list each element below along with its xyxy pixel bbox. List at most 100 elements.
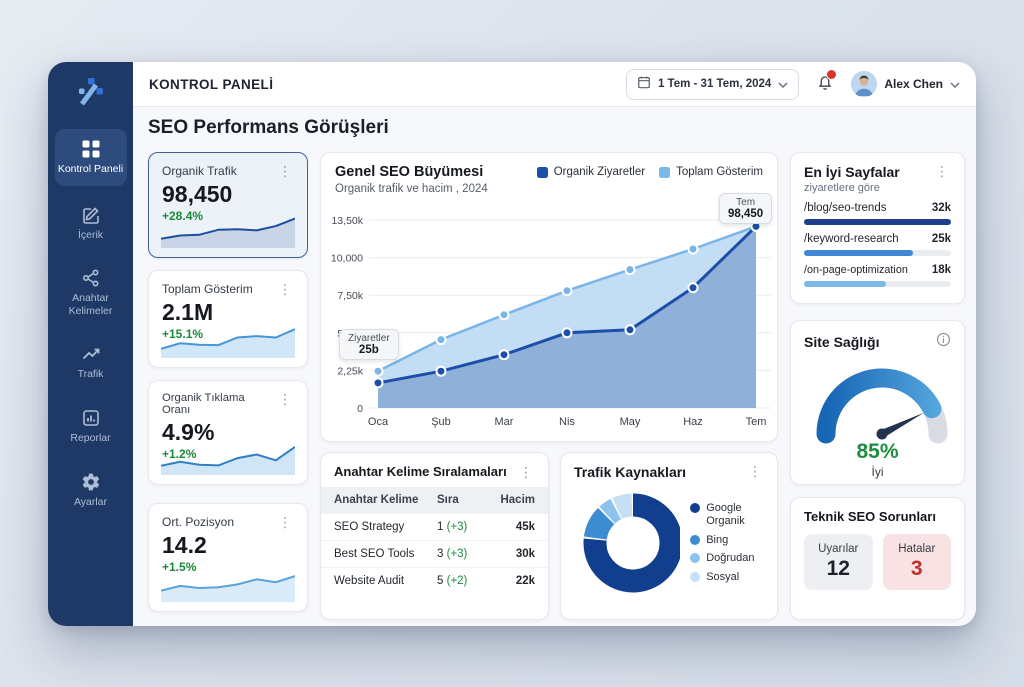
chart-tooltip-ziyaretler: Ziyaretler 25b bbox=[339, 329, 399, 360]
legend-item-dogrudan[interactable]: Doğrudan bbox=[690, 552, 764, 565]
bar-fill bbox=[804, 219, 951, 225]
notifications-button[interactable] bbox=[815, 68, 838, 97]
page-visits: 25k bbox=[931, 233, 951, 245]
chevron-down-icon bbox=[778, 75, 788, 93]
chart-legend: Organik Ziyaretler Toplam Gösterim bbox=[536, 164, 763, 178]
bar-track bbox=[804, 281, 951, 287]
legend-label: Organik Ziyaretler bbox=[553, 166, 646, 178]
card-subtitle: ziyaretlere göre bbox=[804, 182, 880, 194]
trend-icon bbox=[81, 344, 101, 364]
stat-card-ort-pozisyon[interactable]: Ort. Pozisyon ⋮ 14.2 +1.5% bbox=[148, 503, 308, 612]
brand-logo bbox=[73, 75, 109, 111]
stat-card-toplam-gosterim[interactable]: Toplam Gösterim ⋮ 2.1M +15.1% bbox=[148, 270, 308, 368]
table-row: SEO Strategy 1 (+3) 45k bbox=[321, 513, 548, 540]
legend-item-google-organik[interactable]: Google Organik bbox=[690, 502, 764, 527]
stat-title: Ort. Pozisyon bbox=[162, 515, 235, 529]
data-point-organik[interactable] bbox=[372, 377, 384, 389]
chart-tooltip-tem: Tem 98,450 bbox=[719, 193, 773, 224]
legend-label: Bing bbox=[706, 533, 729, 546]
donut-slice-Google Organik[interactable] bbox=[583, 493, 681, 593]
dashboard-grid-icon bbox=[81, 139, 101, 159]
volume-cell: 22k bbox=[515, 575, 535, 587]
sidebar-item-trafik[interactable]: Trafik bbox=[52, 336, 130, 389]
user-menu[interactable]: Alex Chen bbox=[851, 71, 960, 97]
errors-box[interactable]: Hatalar 3 bbox=[882, 534, 951, 590]
legend-label: Doğrudan bbox=[706, 552, 755, 565]
app-window: Kontrol Paneli İçerik Anahtar Kelimeler bbox=[48, 62, 976, 626]
page-link[interactable]: /on-page-optimization bbox=[804, 264, 908, 276]
legend-label: Sosyal bbox=[706, 570, 740, 583]
legend-item-toplam-gosterim[interactable]: Toplam Gösterim bbox=[659, 166, 763, 178]
bar-track bbox=[804, 250, 951, 256]
sidebar-item-anahtar-kelimeler[interactable]: Anahtar Kelimeler bbox=[52, 260, 130, 325]
kebab-menu-icon[interactable]: ⋮ bbox=[278, 391, 292, 407]
kebab-menu-icon[interactable]: ⋮ bbox=[935, 163, 949, 179]
technical-issues-card: Teknik SEO Sorunları Uyarılar 12 Hatalar… bbox=[790, 497, 965, 620]
svg-text:13,50k: 13,50k bbox=[331, 215, 363, 227]
tooltip-label: Tem bbox=[736, 197, 756, 208]
rank-cell: 1 bbox=[437, 521, 444, 533]
user-name: Alex Chen bbox=[884, 77, 943, 91]
data-point-toplam[interactable] bbox=[624, 264, 636, 276]
kebab-menu-icon[interactable]: ⋮ bbox=[748, 463, 762, 479]
warnings-label: Uyarılar bbox=[818, 543, 859, 555]
stat-value: 14.2 bbox=[162, 532, 207, 558]
tooltip-label: Ziyaretler bbox=[348, 333, 390, 344]
health-score: 85% bbox=[856, 440, 899, 463]
kebab-menu-icon[interactable]: ⋮ bbox=[278, 281, 292, 297]
sidebar-item-reporlar[interactable]: Reporlar bbox=[52, 400, 130, 453]
seo-growth-chart: 02,25k5,00k7,50k10,00013,50kOcaŞubMarNis… bbox=[331, 215, 771, 428]
tooltip-value: 25b bbox=[358, 344, 379, 356]
sparkline-chart bbox=[161, 575, 295, 602]
data-point-organik[interactable] bbox=[561, 327, 573, 339]
card-title: Site Sağlığı bbox=[804, 334, 880, 350]
main-chart-card: 02,25k5,00k7,50k10,00013,50kOcaŞubMarNis… bbox=[320, 152, 778, 442]
health-status: İyi bbox=[871, 465, 884, 479]
kebab-menu-icon[interactable]: ⋮ bbox=[278, 163, 292, 179]
warnings-count: 12 bbox=[826, 557, 850, 580]
data-point-toplam[interactable] bbox=[372, 365, 384, 377]
sidebar-item-kontrol-paneli[interactable]: Kontrol Paneli bbox=[54, 129, 127, 186]
svg-text:2,25k: 2,25k bbox=[337, 365, 363, 377]
card-title: En İyi Sayfalar bbox=[804, 164, 900, 180]
stat-card-organik-trafik[interactable]: Organik Trafik ⋮ 98,450 +28.4% bbox=[148, 152, 308, 258]
stat-title: Organik Trafik bbox=[162, 164, 237, 178]
sidebar-item-label: Trafik bbox=[77, 368, 104, 381]
data-point-organik[interactable] bbox=[687, 282, 699, 294]
column-header: Hacim bbox=[500, 494, 535, 506]
data-point-toplam[interactable] bbox=[687, 243, 699, 255]
site-health-gauge bbox=[816, 368, 948, 444]
data-point-organik[interactable] bbox=[624, 324, 636, 336]
info-icon[interactable] bbox=[936, 332, 951, 352]
data-point-toplam[interactable] bbox=[435, 334, 447, 346]
legend-swatch bbox=[536, 166, 548, 178]
svg-text:Tem: Tem bbox=[746, 416, 767, 428]
page-link[interactable]: /blog/seo-trends bbox=[804, 202, 887, 214]
header-title: KONTROL PANELİ bbox=[149, 76, 274, 92]
legend-item-bing[interactable]: Bing bbox=[690, 534, 764, 547]
date-range-picker[interactable]: 1 Tem - 31 Tem, 2024 bbox=[625, 68, 800, 100]
kebab-menu-icon[interactable]: ⋮ bbox=[278, 514, 292, 530]
page-link[interactable]: /keyword-research bbox=[804, 233, 899, 245]
data-point-organik[interactable] bbox=[435, 365, 447, 377]
sidebar-item-ayarlar[interactable]: Ayarlar bbox=[52, 464, 130, 517]
date-range-label: 1 Tem - 31 Tem, 2024 bbox=[657, 78, 772, 90]
donut-legend: Google Organik Bing Doğrudan Sosyal bbox=[690, 502, 764, 583]
kebab-menu-icon[interactable]: ⋮ bbox=[519, 463, 533, 480]
data-point-toplam[interactable] bbox=[498, 309, 510, 321]
data-point-organik[interactable] bbox=[498, 349, 510, 361]
sparkline-chart bbox=[161, 217, 295, 248]
warnings-box[interactable]: Uyarılar 12 bbox=[804, 534, 873, 590]
svg-text:Nis: Nis bbox=[559, 416, 575, 428]
page-title: SEO Performans Görüşleri bbox=[148, 117, 389, 138]
rank-change: (+3) bbox=[446, 521, 468, 533]
stat-card-tiklama-orani[interactable]: Organik Tıklama Oranı ⋮ 4.9% +1.2% bbox=[148, 380, 308, 485]
legend-swatch bbox=[690, 571, 701, 582]
sidebar-item-icerik[interactable]: İçerik bbox=[52, 197, 130, 250]
legend-item-sosyal[interactable]: Sosyal bbox=[690, 571, 764, 584]
stat-value: 2.1M bbox=[162, 299, 214, 325]
data-point-toplam[interactable] bbox=[561, 285, 573, 297]
table-row: Best SEO Tools 3 (+3) 30k bbox=[321, 540, 548, 567]
legend-item-organik-ziyaretler[interactable]: Organik Ziyaretler bbox=[536, 166, 646, 178]
